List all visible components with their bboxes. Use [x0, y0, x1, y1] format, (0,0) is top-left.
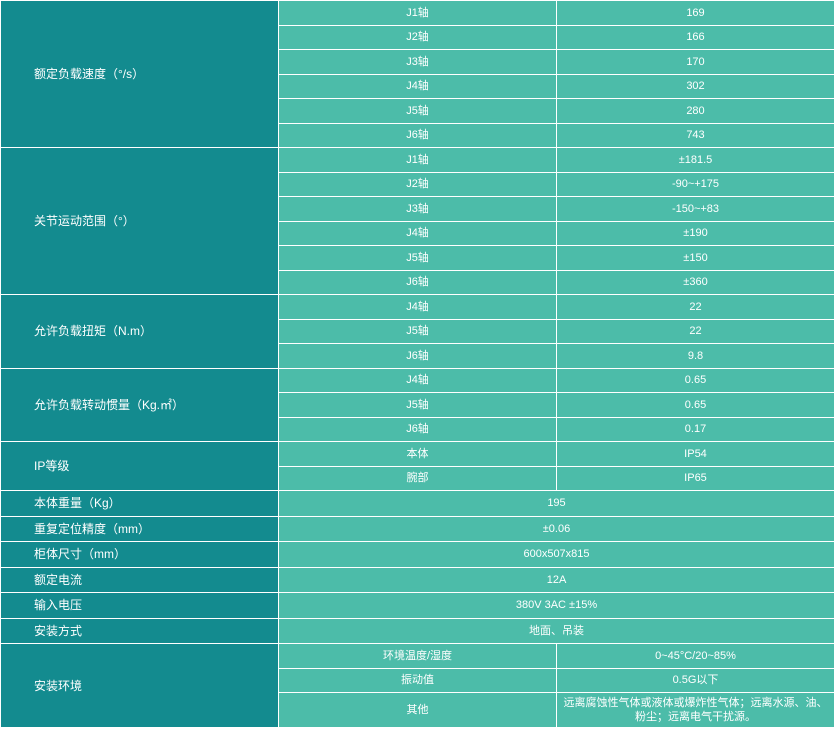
voltage-value: 380V 3AC ±15% [278, 592, 834, 619]
value-cell: 0.17 [556, 416, 834, 442]
axis-cell: J6轴 [278, 122, 557, 148]
table-row: IP等级 本体 IP54 [0, 441, 834, 491]
mounting-label: 安装方式 [0, 617, 279, 644]
table-row: J5轴 22 [1, 318, 834, 344]
axis-cell: J5轴 [278, 98, 557, 124]
table-row: 本体重量（Kg） 195 [0, 490, 834, 517]
table-row: J2轴 166 [1, 24, 834, 50]
current-label: 额定电流 [0, 566, 279, 593]
value-cell: -90~+175 [556, 171, 834, 197]
axis-cell: J4轴 [278, 73, 557, 99]
env-value-cell: 0.5G以下 [556, 667, 834, 693]
table-row: 柜体尺寸（mm） 600x507x815 [0, 541, 834, 568]
environment-label: 安装环境 [0, 643, 279, 728]
table-row: 关节运动范围（°） J1轴 ±181.5 [0, 147, 834, 295]
axis-cell: J3轴 [278, 49, 557, 75]
axis-cell: J4轴 [278, 367, 557, 393]
table-row: J6轴 743 [1, 122, 834, 148]
value-cell: 9.8 [556, 343, 834, 369]
voltage-label: 输入电压 [0, 592, 279, 619]
weight-value: 195 [278, 490, 834, 517]
value-cell: 169 [556, 0, 834, 26]
repeatability-value: ±0.06 [278, 515, 834, 542]
env-item-cell: 振动值 [278, 667, 557, 693]
value-cell: -150~+83 [556, 196, 834, 222]
table-row: 允许负载转动惯量（Kg.㎡） J4轴 0.65 [0, 367, 834, 442]
value-cell: IP54 [556, 441, 834, 467]
value-cell: 0.65 [556, 367, 834, 393]
table-row: 允许负载扭矩（N.m） J4轴 22 [0, 294, 834, 369]
value-cell: 170 [556, 49, 834, 75]
table-row: 额定负载速度（°/s） J1轴 169 [0, 0, 834, 148]
value-cell: 0.65 [556, 392, 834, 418]
table-row: 其他 远离腐蚀性气体或液体或爆炸性气体；远离水源、油、粉尘；远离电气干扰源。 [1, 692, 834, 728]
table-row: 重复定位精度（mm） ±0.06 [0, 515, 834, 542]
table-row: J6轴 ±360 [1, 269, 834, 295]
axis-cell: J5轴 [278, 318, 557, 344]
inertia-label: 允许负载转动惯量（Kg.㎡） [0, 367, 279, 442]
table-row: J4轴 ±190 [1, 220, 834, 246]
table-row: J3轴 -150~+83 [1, 196, 834, 222]
value-cell: 22 [556, 294, 834, 320]
weight-label: 本体重量（Kg） [0, 490, 279, 517]
axis-cell: J6轴 [278, 416, 557, 442]
rated-speed-label: 额定负载速度（°/s） [0, 0, 279, 148]
table-row: J6轴 9.8 [1, 343, 834, 369]
table-row: 振动值 0.5G以下 [1, 667, 834, 693]
value-cell: IP65 [556, 465, 834, 491]
ip-label: IP等级 [0, 441, 279, 491]
value-cell: ±360 [556, 269, 834, 295]
torque-label: 允许负载扭矩（N.m） [0, 294, 279, 369]
value-cell: ±181.5 [556, 147, 834, 173]
joint-range-label: 关节运动范围（°） [0, 147, 279, 295]
axis-cell: J2轴 [278, 24, 557, 50]
table-row: J5轴 280 [1, 98, 834, 124]
axis-cell: J1轴 [278, 0, 557, 26]
value-cell: 22 [556, 318, 834, 344]
axis-cell: J1轴 [278, 147, 557, 173]
axis-cell: 本体 [278, 441, 557, 467]
table-row: 安装方式 地面、吊装 [0, 617, 834, 644]
axis-cell: J5轴 [278, 392, 557, 418]
mounting-value: 地面、吊装 [278, 617, 834, 644]
env-item-cell: 其他 [278, 692, 557, 728]
env-value-cell: 0~45°C/20~85% [556, 643, 834, 669]
value-cell: 302 [556, 73, 834, 99]
value-cell: 743 [556, 122, 834, 148]
value-cell: 280 [556, 98, 834, 124]
axis-cell: J3轴 [278, 196, 557, 222]
value-cell: 166 [556, 24, 834, 50]
table-row: 安装环境 环境温度/湿度 0~45°C/20~85% [0, 643, 834, 728]
env-item-cell: 环境温度/湿度 [278, 643, 557, 669]
table-row: 输入电压 380V 3AC ±15% [0, 592, 834, 619]
axis-cell: J6轴 [278, 343, 557, 369]
table-row: J2轴 -90~+175 [1, 171, 834, 197]
value-cell: ±150 [556, 245, 834, 271]
table-row: J3轴 170 [1, 49, 834, 75]
axis-cell: J4轴 [278, 294, 557, 320]
axis-cell: 腕部 [278, 465, 557, 491]
axis-cell: J4轴 [278, 220, 557, 246]
axis-cell: J6轴 [278, 269, 557, 295]
table-row: J4轴 302 [1, 73, 834, 99]
current-value: 12A [278, 566, 834, 593]
value-cell: ±190 [556, 220, 834, 246]
axis-cell: J5轴 [278, 245, 557, 271]
cabinet-value: 600x507x815 [278, 541, 834, 568]
table-row: J5轴 0.65 [1, 392, 834, 418]
env-value-cell: 远离腐蚀性气体或液体或爆炸性气体；远离水源、油、粉尘；远离电气干扰源。 [556, 692, 834, 728]
table-row: 额定电流 12A [0, 566, 834, 593]
axis-cell: J2轴 [278, 171, 557, 197]
repeatability-label: 重复定位精度（mm） [0, 515, 279, 542]
cabinet-label: 柜体尺寸（mm） [0, 541, 279, 568]
